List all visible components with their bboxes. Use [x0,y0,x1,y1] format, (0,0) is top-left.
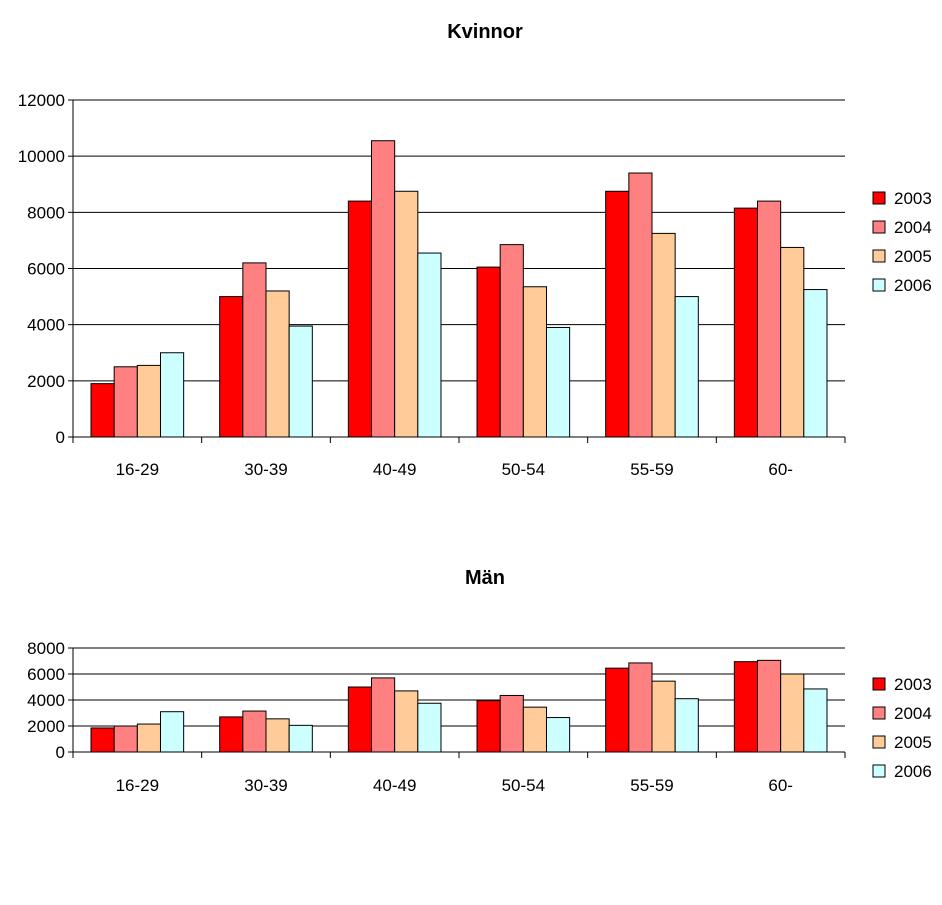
bar-30-39-2006 [288,724,313,753]
y-tick-label: 0 [56,743,65,762]
legend-swatch-2004 [872,706,886,720]
x-tick-label: 55-59 [630,460,673,479]
bar-50-54-2006 [545,717,571,753]
bar-50-54-2005 [522,286,547,438]
bar-40-49-2004 [371,677,396,753]
bar-16-29-2005 [136,723,161,753]
bar-30-39-2004 [242,262,267,438]
bar-55-59-2005 [651,232,676,438]
x-tick-label: 50-54 [502,776,545,795]
y-tick-label: 4000 [27,316,65,335]
bar-16-29-2004 [113,366,138,438]
bar-55-59-2005 [651,680,676,753]
legend-label-2004: 2004 [894,704,932,723]
bar-30-39-2005 [265,718,290,753]
legend-label-2005: 2005 [894,247,932,266]
bar-60--2005 [780,246,805,438]
x-tick-label: 16-29 [116,460,159,479]
bar-55-59-2004 [628,662,653,753]
bar-40-49-2006 [417,702,442,753]
legend-label-2003: 2003 [894,675,932,694]
bar-40-49-2004 [371,140,396,438]
legend-label-2005: 2005 [894,733,932,752]
bar-50-54-2004 [499,244,524,438]
x-tick-label: 30-39 [244,460,287,479]
y-tick-label: 8000 [27,639,65,658]
x-tick-label: 40-49 [373,776,416,795]
bar-30-39-2006 [288,325,313,438]
bar-60--2005 [780,673,805,753]
legend-swatch-2006 [872,278,886,292]
x-tick-label: 30-39 [244,776,287,795]
bar-60--2003 [733,207,759,438]
bar-16-29-2006 [159,352,185,438]
legend-label-2004: 2004 [894,218,932,237]
y-tick-label: 0 [56,428,65,447]
x-tick-label: 40-49 [373,460,416,479]
x-tick-label: 16-29 [116,776,159,795]
x-tick-label: 60- [768,776,793,795]
legend-swatch-2004 [872,220,886,234]
bar-30-39-2003 [219,716,244,753]
legend-label-2006: 2006 [894,762,932,781]
bar-50-54-2003 [476,266,501,438]
y-tick-label: 2000 [27,372,65,391]
bar-55-59-2004 [628,172,653,438]
chart-title: Män [465,567,505,589]
bar-40-49-2005 [394,190,419,438]
legend-label-2006: 2006 [894,276,932,295]
bar-55-59-2006 [674,296,699,438]
legend-swatch-2003 [872,191,886,205]
chart-title: Kvinnor [447,21,523,43]
bar-55-59-2003 [605,667,630,753]
bar-55-59-2003 [605,190,630,438]
x-tick-label: 60- [768,460,793,479]
bar-16-29-2003 [90,383,115,438]
y-tick-label: 12000 [18,91,65,110]
bar-30-39-2004 [242,710,267,753]
bar-50-54-2005 [522,706,547,753]
bar-40-49-2003 [347,200,373,438]
bar-50-54-2003 [476,700,501,753]
legend-swatch-2005 [872,735,886,749]
legend-swatch-2005 [872,249,886,263]
y-tick-label: 6000 [27,260,65,279]
bar-40-49-2006 [417,252,442,438]
legend-swatch-2003 [872,677,886,691]
bar-60--2003 [733,661,759,753]
bar-40-49-2003 [347,686,373,753]
bar-16-29-2003 [90,727,115,753]
y-tick-label: 4000 [27,691,65,710]
bar-50-54-2004 [499,694,524,753]
bar-30-39-2005 [265,290,290,438]
bar-60--2004 [757,659,782,753]
bar-16-29-2004 [113,725,138,753]
bar-50-54-2006 [545,326,571,438]
bar-60--2006 [803,289,828,438]
x-tick-label: 50-54 [502,460,545,479]
y-tick-label: 10000 [18,147,65,166]
y-tick-label: 6000 [27,665,65,684]
bar-16-29-2006 [159,711,185,753]
bar-16-29-2005 [136,364,161,438]
bar-60--2004 [757,200,782,438]
bar-30-39-2003 [219,296,244,438]
bar-40-49-2005 [394,690,419,753]
y-tick-label: 2000 [27,717,65,736]
bar-60--2006 [803,688,828,753]
bar-55-59-2006 [674,698,699,753]
legend-label-2003: 2003 [894,189,932,208]
y-tick-label: 8000 [27,203,65,222]
legend-swatch-2006 [872,764,886,778]
x-tick-label: 55-59 [630,776,673,795]
